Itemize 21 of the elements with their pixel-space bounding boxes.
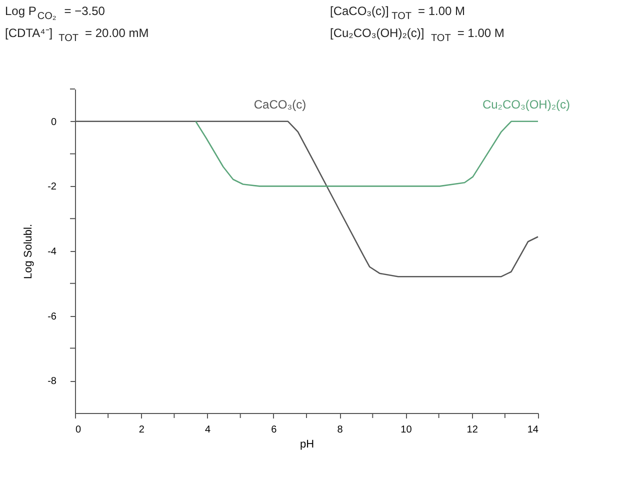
y-tick-label: -2 [48, 182, 57, 193]
x-tick-label: 12 [466, 424, 478, 436]
x-tick-label: 6 [271, 424, 278, 436]
y-tick-label: -8 [48, 376, 57, 388]
x-axis-title: pH [300, 438, 314, 450]
x-tick-label: 0 [76, 424, 82, 436]
x-tick-label: 4 [205, 424, 212, 436]
y-tick-label: -4 [48, 246, 57, 258]
x-tick-label: 2 [138, 424, 145, 436]
line-series [195, 120, 539, 187]
series-label: Cu₂CO₃(OH)₂(c) [482, 97, 570, 112]
y-axis-title: Log Solubl. [22, 224, 35, 280]
x-tick-label: 14 [527, 424, 539, 436]
text: [CaCO₃(c)]TOT = 1.00 M [330, 4, 466, 22]
series-label: CaCO₃(c) [254, 97, 306, 112]
x-tick-label: 10 [400, 424, 412, 436]
text: [Cu₂CO₃(OH)₂(c)]TOT = 1.00 M [330, 26, 504, 44]
x-tick-label: 8 [337, 424, 344, 436]
y-tick-label: 0 [50, 116, 57, 128]
y-tick-label: -6 [48, 311, 57, 322]
text: [CDTA⁴⁻]TOT = 20.00 mM [5, 26, 149, 44]
